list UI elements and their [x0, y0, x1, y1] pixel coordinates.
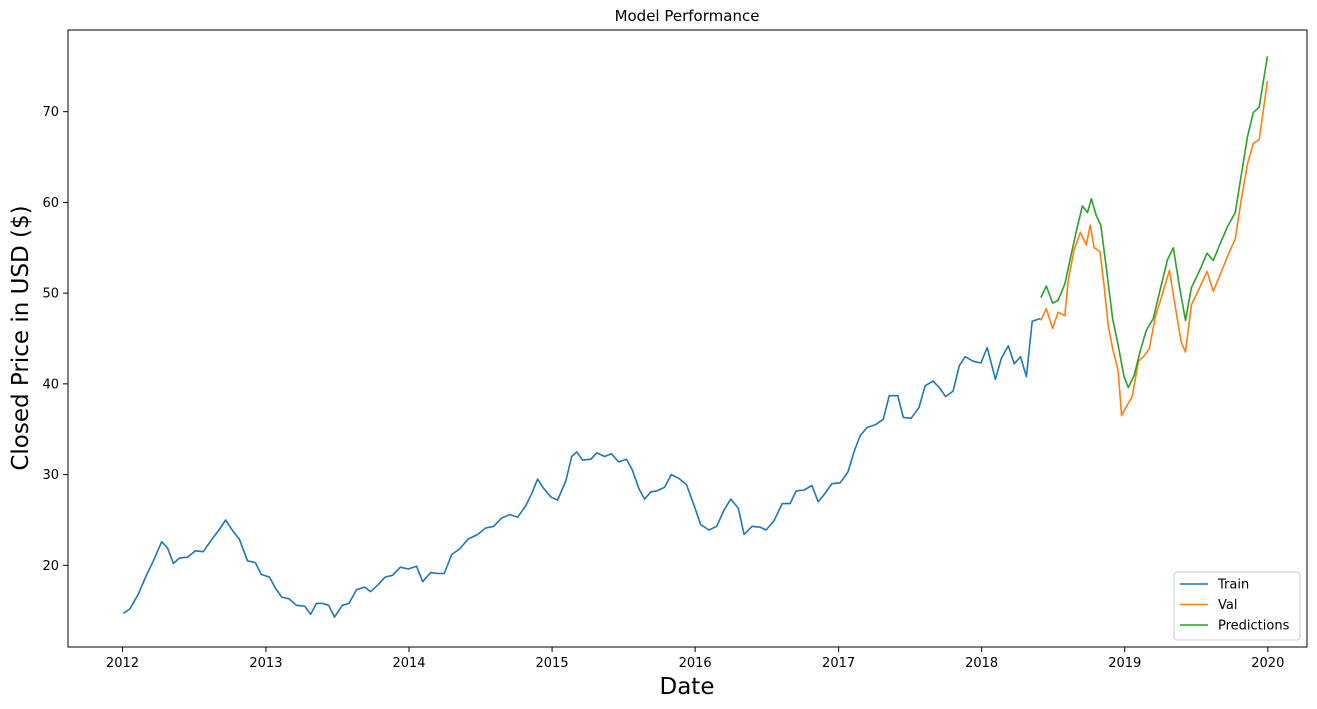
x-tick-label: 2012	[106, 656, 139, 671]
x-tick-label: 2016	[679, 656, 712, 671]
x-axis-label: Date	[660, 674, 715, 700]
y-axis-label: Closed Price in USD ($)	[8, 205, 34, 470]
x-tick-label: 2017	[822, 656, 855, 671]
x-tick-label: 2019	[1108, 656, 1141, 671]
y-tick-label: 60	[42, 196, 59, 211]
series-lines	[122, 56, 1269, 618]
x-tick-label: 2015	[536, 656, 569, 671]
legend-label-val: Val	[1218, 598, 1237, 613]
plot-area	[68, 30, 1307, 647]
chart-title: Model Performance	[615, 7, 760, 25]
x-tick-label: 2014	[392, 656, 425, 671]
series-line-predictions	[1040, 56, 1269, 389]
y-tick-label: 50	[42, 287, 59, 302]
x-tick-label: 2020	[1251, 656, 1284, 671]
legend-label-train: Train	[1217, 578, 1249, 593]
legend-box	[1173, 571, 1301, 641]
legend: Train Val Predictions	[1173, 571, 1301, 641]
legend-label-predictions: Predictions	[1218, 619, 1290, 634]
y-tick-label: 20	[42, 559, 59, 574]
y-tick-label: 30	[42, 468, 59, 483]
plot-frame	[67, 29, 1308, 648]
series-line-val	[1040, 80, 1269, 417]
x-axis-ticks: 2012 2013 2014 2015 2016 2017 2018 2019 2020	[106, 647, 1284, 671]
x-tick-label: 2018	[965, 656, 998, 671]
x-tick-label: 2013	[249, 656, 282, 671]
series-line-train	[122, 317, 1041, 618]
y-axis-ticks: 20 30 40 50 60 70	[42, 105, 68, 574]
y-tick-label: 70	[42, 105, 59, 120]
y-tick-label: 40	[42, 377, 59, 392]
